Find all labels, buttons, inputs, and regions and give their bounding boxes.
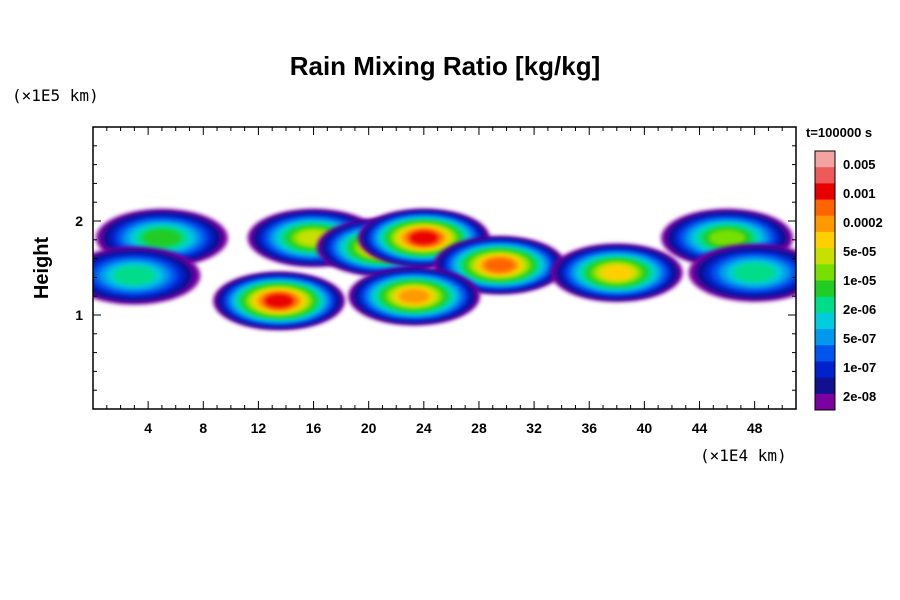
x-tick-label: 24 [416, 420, 432, 436]
colorbar-swatch [815, 215, 835, 233]
contour-band [485, 258, 515, 272]
colorbar-label: 0.005 [843, 157, 876, 172]
plot-frame [92, 126, 797, 410]
x-tick-label: 20 [361, 420, 377, 436]
y-tick-label: 2 [75, 213, 83, 229]
x-tick-label: 44 [692, 420, 708, 436]
colorbar-swatch [815, 329, 835, 346]
rain-cell [688, 243, 796, 302]
colorbar-swatch [815, 167, 835, 184]
rain-cell [213, 271, 346, 330]
colorbar-swatch [815, 393, 835, 411]
x-axis-unit: (×1E4 km) [700, 446, 787, 465]
x-tick-label: 8 [199, 420, 207, 436]
colorbar: 0.005 0.001 0.0002 5e-05 1e-05 2e-06 5e-07 1e-0… [814, 150, 883, 411]
chart-title: Rain Mixing Ratio [kg/kg] [290, 51, 601, 81]
colorbar-swatch [815, 264, 835, 281]
x-tick-label: 12 [251, 420, 267, 436]
x-tick-label: 32 [526, 420, 542, 436]
x-tick-label: 40 [637, 420, 653, 436]
colorbar-swatch [815, 151, 835, 168]
colorbar-swatch [815, 248, 835, 265]
colorbar-swatch [815, 183, 835, 200]
colorbar-swatch [815, 361, 835, 379]
contour-band [709, 229, 746, 247]
x-tick-label: 28 [471, 420, 487, 436]
contour-band [398, 289, 430, 304]
colorbar-label: 1e-07 [843, 360, 876, 375]
contour-band [265, 294, 294, 308]
colorbar-label: 0.0002 [843, 215, 883, 230]
rain-field [93, 208, 796, 330]
x-axis: 4 8 12 16 20 24 28 32 36 40 44 48 [106, 127, 783, 436]
colorbar-swatch [815, 231, 835, 249]
contour-band [600, 265, 633, 281]
y-tick-label: 1 [75, 307, 83, 323]
colorbar-label: 0.001 [843, 186, 876, 201]
y-axis-label: Height [31, 237, 53, 300]
colorbar-label: 5e-05 [843, 244, 876, 259]
y-axis: 12 [75, 145, 796, 391]
colorbar-label: 2e-06 [843, 302, 876, 317]
colorbar-swatch [815, 199, 835, 217]
rain-cell [550, 243, 683, 302]
colorbar-swatch [815, 345, 835, 362]
contour-band [733, 263, 776, 283]
rain-cell [348, 267, 481, 326]
colorbar-swatch [815, 377, 835, 395]
y-axis-unit: (×1E5 km) [12, 86, 99, 105]
colorbar-swatch [815, 312, 835, 330]
colorbar-label: 2e-08 [843, 389, 876, 404]
contour-band [113, 266, 156, 286]
x-tick-label: 16 [306, 420, 322, 436]
rain-cell [93, 246, 201, 305]
time-label: t=100000 s [806, 125, 872, 140]
x-tick-label: 48 [747, 420, 763, 436]
x-tick-label: 36 [581, 420, 597, 436]
colorbar-swatch [815, 296, 835, 314]
colorbar-label: 5e-07 [843, 331, 876, 346]
contour-band [409, 231, 438, 245]
contour-band [142, 229, 182, 247]
colorbar-label: 1e-05 [843, 273, 876, 288]
colorbar-frame [814, 150, 836, 411]
x-tick-label: 4 [144, 420, 152, 436]
colorbar-swatch [815, 280, 835, 298]
